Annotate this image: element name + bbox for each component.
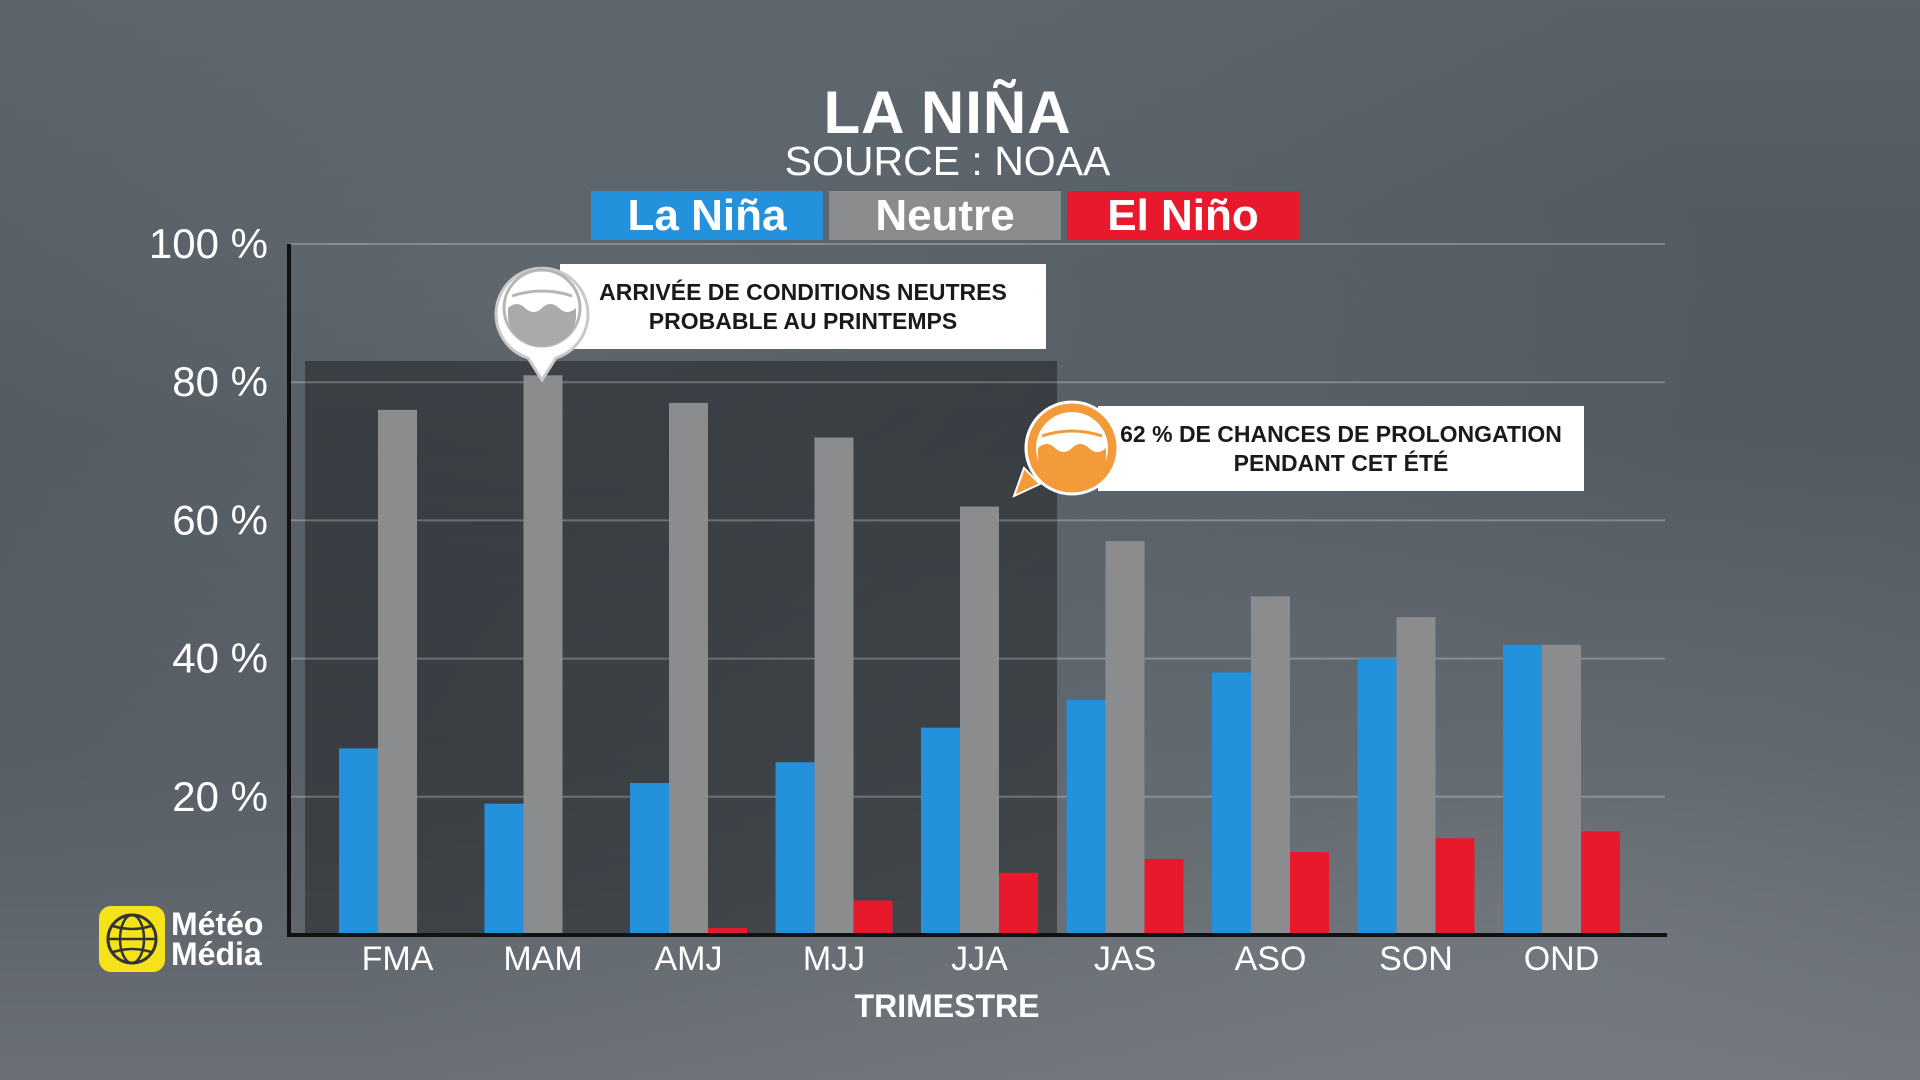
- callout-summer-line1: 62 % DE CHANCES DE PROLONGATION: [1120, 420, 1562, 447]
- x-tick-labels: FMA MAM AMJ MJJ JJA JAS ASO SON OND: [362, 940, 1600, 978]
- chart-subtitle: SOURCE : NOAA: [784, 138, 1111, 184]
- y-tick-label: 100 %: [149, 220, 268, 267]
- bar-neutre-jja: [960, 506, 999, 935]
- bar-la-nina-mjj: [775, 762, 815, 935]
- bar-la-nina-amj: [630, 782, 669, 935]
- bar-neutre-jas: [1105, 541, 1145, 935]
- callout-summer-prolongation: 62 % DE CHANCES DE PROLONGATION PENDANT …: [1098, 406, 1584, 491]
- x-tick-label: FMA: [362, 940, 434, 978]
- bar-la-nina-fma: [339, 748, 378, 935]
- x-tick-label: OND: [1524, 940, 1600, 978]
- ocean-wave-icon: [494, 266, 590, 383]
- callout-summer-line2: PENDANT CET ÉTÉ: [1233, 449, 1449, 476]
- y-tick-label: 80 %: [172, 358, 268, 405]
- x-tick-label: MAM: [503, 940, 582, 978]
- bar-neutre-aso: [1251, 596, 1290, 935]
- bar-el-nino-jas: [1144, 858, 1184, 935]
- bar-el-nino-amj: [708, 928, 747, 935]
- y-tick-label: 20 %: [172, 773, 268, 820]
- bar-neutre-mam: [523, 375, 563, 935]
- bar-neutre-mjj: [814, 437, 854, 935]
- meteomedia-logo: Météo Média: [99, 906, 263, 972]
- y-tick-labels: 100 % 80 % 60 % 40 % 20 %: [149, 220, 268, 820]
- x-tick-label: MJJ: [803, 940, 865, 978]
- y-tick-label: 60 %: [172, 496, 268, 543]
- bar-la-nina-jas: [1066, 700, 1106, 935]
- chart-title: LA NIÑA: [823, 79, 1072, 146]
- globe-logo-icon: [99, 906, 165, 972]
- logo-text: Météo Média: [171, 906, 264, 972]
- ocean-wave-icon: [1012, 400, 1120, 498]
- legend-label-neutre: Neutre: [875, 190, 1015, 240]
- bar-la-nina-son: [1357, 658, 1397, 935]
- bar-neutre-amj: [669, 402, 708, 935]
- x-tick-label: AMJ: [655, 940, 723, 978]
- x-axis-title: TRIMESTRE: [855, 988, 1040, 1024]
- y-tick-label: 40 %: [172, 635, 268, 682]
- legend: La Niña Neutre El Niño: [591, 191, 1299, 240]
- bar-el-nino-aso: [1290, 852, 1329, 935]
- bar-la-nina-ond: [1503, 644, 1542, 935]
- callout-neutral-line1: ARRIVÉE DE CONDITIONS NEUTRES: [599, 278, 1007, 305]
- bar-la-nina-aso: [1212, 672, 1251, 935]
- callout-neutral-conditions: ARRIVÉE DE CONDITIONS NEUTRES PROBABLE A…: [560, 264, 1046, 349]
- bar-la-nina-jja: [921, 727, 960, 935]
- logo-text-line2: Média: [171, 936, 262, 972]
- bar-neutre-fma: [378, 409, 417, 936]
- bar-neutre-ond: [1542, 644, 1581, 935]
- bar-neutre-son: [1396, 617, 1436, 935]
- x-tick-label: JJA: [951, 940, 1008, 978]
- bar-el-nino-ond: [1581, 831, 1620, 935]
- legend-label-el-nino: El Niño: [1107, 190, 1259, 240]
- callout-neutral-line2: PROBABLE AU PRINTEMPS: [648, 307, 958, 334]
- bar-el-nino-mjj: [853, 900, 893, 935]
- bar-la-nina-mam: [484, 803, 524, 935]
- legend-item-el-nino: El Niño: [1067, 191, 1299, 240]
- x-tick-label: ASO: [1235, 940, 1307, 978]
- legend-item-la-nina: La Niña: [591, 191, 823, 240]
- bars: [339, 375, 1620, 936]
- legend-label-la-nina: La Niña: [627, 190, 787, 240]
- x-tick-label: SON: [1379, 940, 1453, 978]
- bar-el-nino-jja: [999, 872, 1038, 935]
- logo-text-line1: Météo: [171, 906, 264, 942]
- bar-el-nino-son: [1435, 838, 1475, 935]
- legend-item-neutre: Neutre: [829, 191, 1061, 240]
- x-tick-label: JAS: [1094, 940, 1156, 978]
